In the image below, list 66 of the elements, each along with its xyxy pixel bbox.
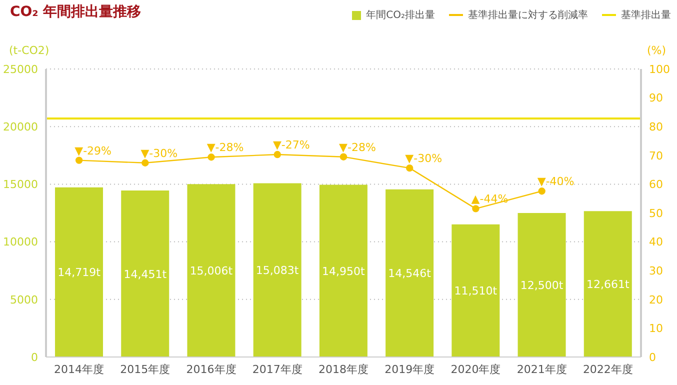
annotation: ▼-40% (537, 175, 574, 188)
annotation: ▲-44% (471, 192, 508, 206)
y2-tick-label: 30 (649, 264, 663, 278)
data-label: 11,510t (454, 284, 498, 298)
y2-tick-label: 70 (649, 149, 663, 162)
point (75, 156, 83, 164)
point (340, 153, 348, 160)
annotation: ▼-30% (405, 152, 442, 166)
annotation: ▼-30% (140, 146, 178, 160)
x-tick-label: 2022年度 (582, 362, 633, 376)
point (274, 150, 281, 158)
y-tick-label: 20000 (3, 120, 38, 134)
data-label: 14,546t (388, 267, 432, 280)
legend-label: 年間CO₂排出量 (366, 8, 435, 22)
data-label: 14,451t (124, 268, 168, 281)
legend-label: 基準排出量に対する削減率 (468, 8, 588, 22)
data-label: 15,083t (256, 264, 300, 278)
bar (187, 184, 236, 357)
y-tick-label: 0 (31, 350, 38, 364)
x-tick-label: 2016年度 (186, 362, 236, 376)
y2-tick-label: 60 (649, 178, 663, 192)
y2-tick-label: 10 (649, 322, 663, 336)
y2-tick-label: 40 (649, 236, 663, 249)
y-tick-label: 10000 (3, 236, 38, 249)
bar (452, 224, 500, 357)
y-tick-label: 15000 (3, 178, 38, 192)
bar (584, 211, 632, 357)
x-tick-label: 2018年度 (318, 362, 368, 376)
y2-tick-label: 80 (649, 120, 663, 134)
x-tick-label: 2015年度 (120, 362, 170, 376)
y2-tick-label: 50 (649, 206, 663, 220)
bar (253, 183, 302, 357)
bar (319, 184, 368, 357)
y2-tick-label: 100 (649, 62, 670, 76)
y2-axis-title: (%) (646, 44, 666, 57)
point (472, 205, 480, 212)
annotation: ▼-28% (206, 141, 244, 154)
data-label: 14,950t (322, 264, 366, 278)
y-tick-label: 5000 (10, 293, 38, 306)
y2-tick-label: 0 (649, 350, 656, 364)
y2-tick-label: 20 (649, 293, 663, 306)
data-label: 12,661t (586, 278, 630, 292)
annotation: ▼-29% (74, 144, 112, 158)
chart-title: CO₂ 年間排出量推移 (10, 3, 142, 21)
data-label: 12,500t (520, 279, 564, 292)
y-axis-title: (t-CO2) (9, 44, 50, 57)
data-label: 15,006t (190, 264, 234, 278)
x-tick-label: 2020年度 (450, 362, 501, 376)
x-tick-label: 2014年度 (54, 362, 104, 376)
legend-label: 基準排出量 (621, 8, 671, 22)
x-tick-label: 2019年度 (384, 362, 435, 376)
x-tick-label: 2017年度 (252, 362, 302, 376)
annotation: ▼-28% (339, 140, 376, 154)
bar (55, 187, 103, 357)
y2-tick-label: 90 (649, 92, 663, 105)
point (142, 159, 149, 166)
point (406, 164, 414, 172)
annotation: ▼-27% (272, 138, 310, 152)
bar (518, 213, 566, 357)
bar (386, 189, 434, 357)
data-label: 14,719t (58, 266, 102, 280)
x-tick-label: 2021年度 (516, 362, 567, 376)
bar (121, 190, 170, 357)
point (538, 188, 546, 195)
point (208, 154, 215, 161)
y-tick-label: 25000 (3, 62, 38, 76)
